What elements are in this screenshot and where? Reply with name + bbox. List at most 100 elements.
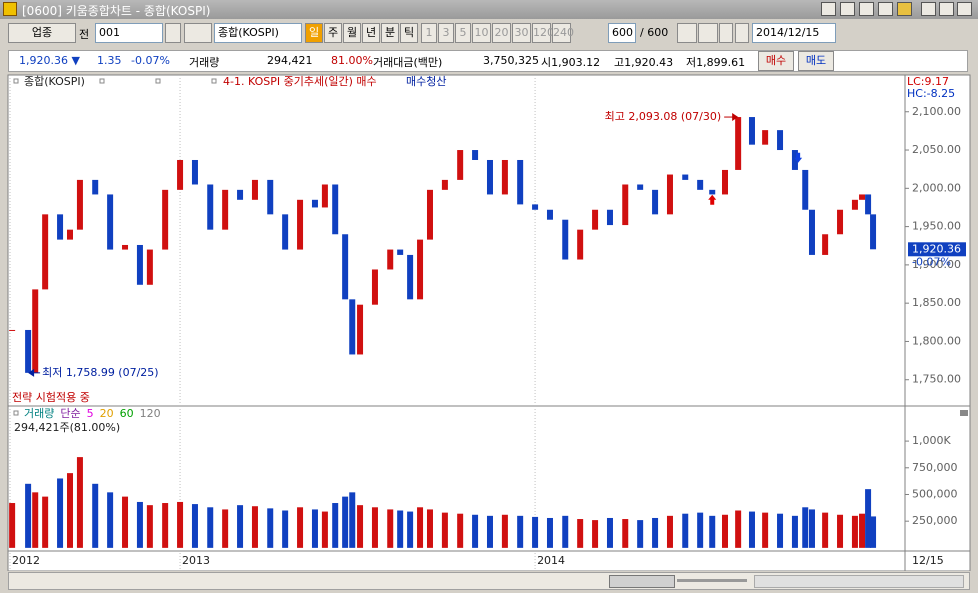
hc-label: HC:-8.25	[907, 87, 955, 100]
legend-item: 단순	[60, 407, 80, 420]
zoom-slider[interactable]	[677, 579, 747, 582]
period-button[interactable]: 240	[552, 23, 574, 43]
y-tick-label: 1,850.00	[912, 296, 961, 309]
buy-button[interactable]: 매수	[758, 51, 794, 71]
volume: 294,421	[267, 54, 313, 67]
candle	[666, 174, 673, 215]
volume-bar	[267, 508, 274, 548]
playback-controls[interactable]	[609, 575, 675, 588]
candle	[92, 179, 99, 195]
tool-button[interactable]	[698, 23, 718, 43]
panel-button[interactable]	[960, 410, 968, 416]
volume-bar	[592, 520, 599, 548]
panel-marker	[211, 78, 217, 84]
period-button[interactable]: 120	[532, 23, 554, 43]
volume-bar	[426, 509, 433, 548]
period-button[interactable]: 틱	[400, 23, 418, 43]
window-button[interactable]	[840, 2, 855, 16]
candle	[486, 159, 493, 195]
panel-marker	[99, 78, 105, 84]
period-button[interactable]: 1	[421, 23, 437, 43]
maximize-button[interactable]	[939, 2, 954, 16]
candle	[426, 189, 433, 240]
volume-bar	[735, 510, 742, 548]
volume-bar	[42, 496, 49, 548]
tool-button[interactable]	[719, 23, 733, 43]
period-button[interactable]: 분	[381, 23, 399, 43]
candle	[311, 199, 318, 208]
candle	[332, 184, 339, 235]
period-button[interactable]: 월	[343, 23, 361, 43]
volume-bar	[162, 503, 169, 548]
period-button[interactable]: 30	[512, 23, 531, 43]
window-button[interactable]	[859, 2, 874, 16]
candle	[25, 329, 32, 373]
candle	[57, 214, 64, 240]
sell-button[interactable]: 매도	[798, 51, 834, 71]
candle	[870, 214, 877, 250]
period-button[interactable]: 5	[455, 23, 471, 43]
candle	[387, 249, 394, 270]
app-icon	[3, 2, 17, 16]
volume-bar	[722, 514, 729, 548]
change: 1.35	[97, 54, 122, 67]
y-tick-label: 2,000.00	[912, 181, 961, 194]
volume-bar	[92, 483, 99, 548]
sound-button[interactable]	[184, 23, 212, 43]
legend-item: 60	[120, 407, 134, 420]
volume-bar	[777, 513, 784, 548]
volume-label: 거래량	[189, 56, 220, 69]
annotation: 최저 1,758.99 (07/25)	[42, 366, 159, 379]
period-button[interactable]: 10	[472, 23, 491, 43]
period-button[interactable]: 년	[362, 23, 380, 43]
panel-marker	[155, 78, 161, 84]
count-max: / 600	[640, 26, 669, 39]
period-button[interactable]: 주	[324, 23, 342, 43]
tool-button[interactable]	[677, 23, 697, 43]
candle	[457, 150, 464, 180]
settings-button[interactable]	[735, 23, 749, 43]
period-button[interactable]: 20	[492, 23, 511, 43]
candle	[136, 244, 143, 285]
candle	[517, 159, 524, 205]
code-input[interactable]: 001	[95, 23, 163, 43]
volume-bar	[146, 505, 153, 548]
candle	[501, 159, 508, 195]
scroll-bar[interactable]	[8, 572, 970, 590]
help-button[interactable]	[897, 2, 912, 16]
drawing-tools[interactable]	[754, 575, 964, 588]
candle	[282, 214, 289, 250]
window-button[interactable]	[821, 2, 836, 16]
volume-bar	[251, 506, 258, 548]
volume-bar	[837, 514, 844, 548]
open: 시1,903.12	[541, 56, 601, 69]
minimize-button[interactable]	[921, 2, 936, 16]
volume-bar	[606, 517, 613, 548]
volume-bar	[342, 496, 349, 548]
volume-bar	[697, 512, 704, 548]
count-input[interactable]: 600	[608, 23, 636, 43]
market-select[interactable]: 업종	[8, 23, 76, 43]
candle	[802, 169, 809, 210]
volume-bar	[472, 514, 479, 548]
period-button[interactable]: 일	[305, 23, 323, 43]
candle	[472, 150, 479, 160]
date-input[interactable]: 2014/12/15	[752, 23, 836, 43]
volume-bar	[207, 507, 214, 548]
y-tick-label: 1,000K	[912, 434, 951, 447]
volume-bar	[32, 492, 39, 548]
legend-item: 20	[100, 407, 114, 420]
search-button[interactable]	[165, 23, 181, 43]
volume-bar	[397, 510, 404, 548]
close-button[interactable]	[957, 2, 972, 16]
window-button[interactable]	[878, 2, 893, 16]
volume-bar	[311, 509, 318, 548]
candle	[762, 130, 769, 145]
volume-bar	[297, 507, 304, 548]
candle	[222, 189, 229, 230]
name-field: 종합(KOSPI)	[214, 23, 302, 43]
volume-bar	[748, 511, 755, 548]
window-title: [0600] 키움종합차트 - 종합(KOSPI)	[0, 0, 978, 19]
volume-bar	[417, 507, 424, 548]
period-button[interactable]: 3	[438, 23, 454, 43]
